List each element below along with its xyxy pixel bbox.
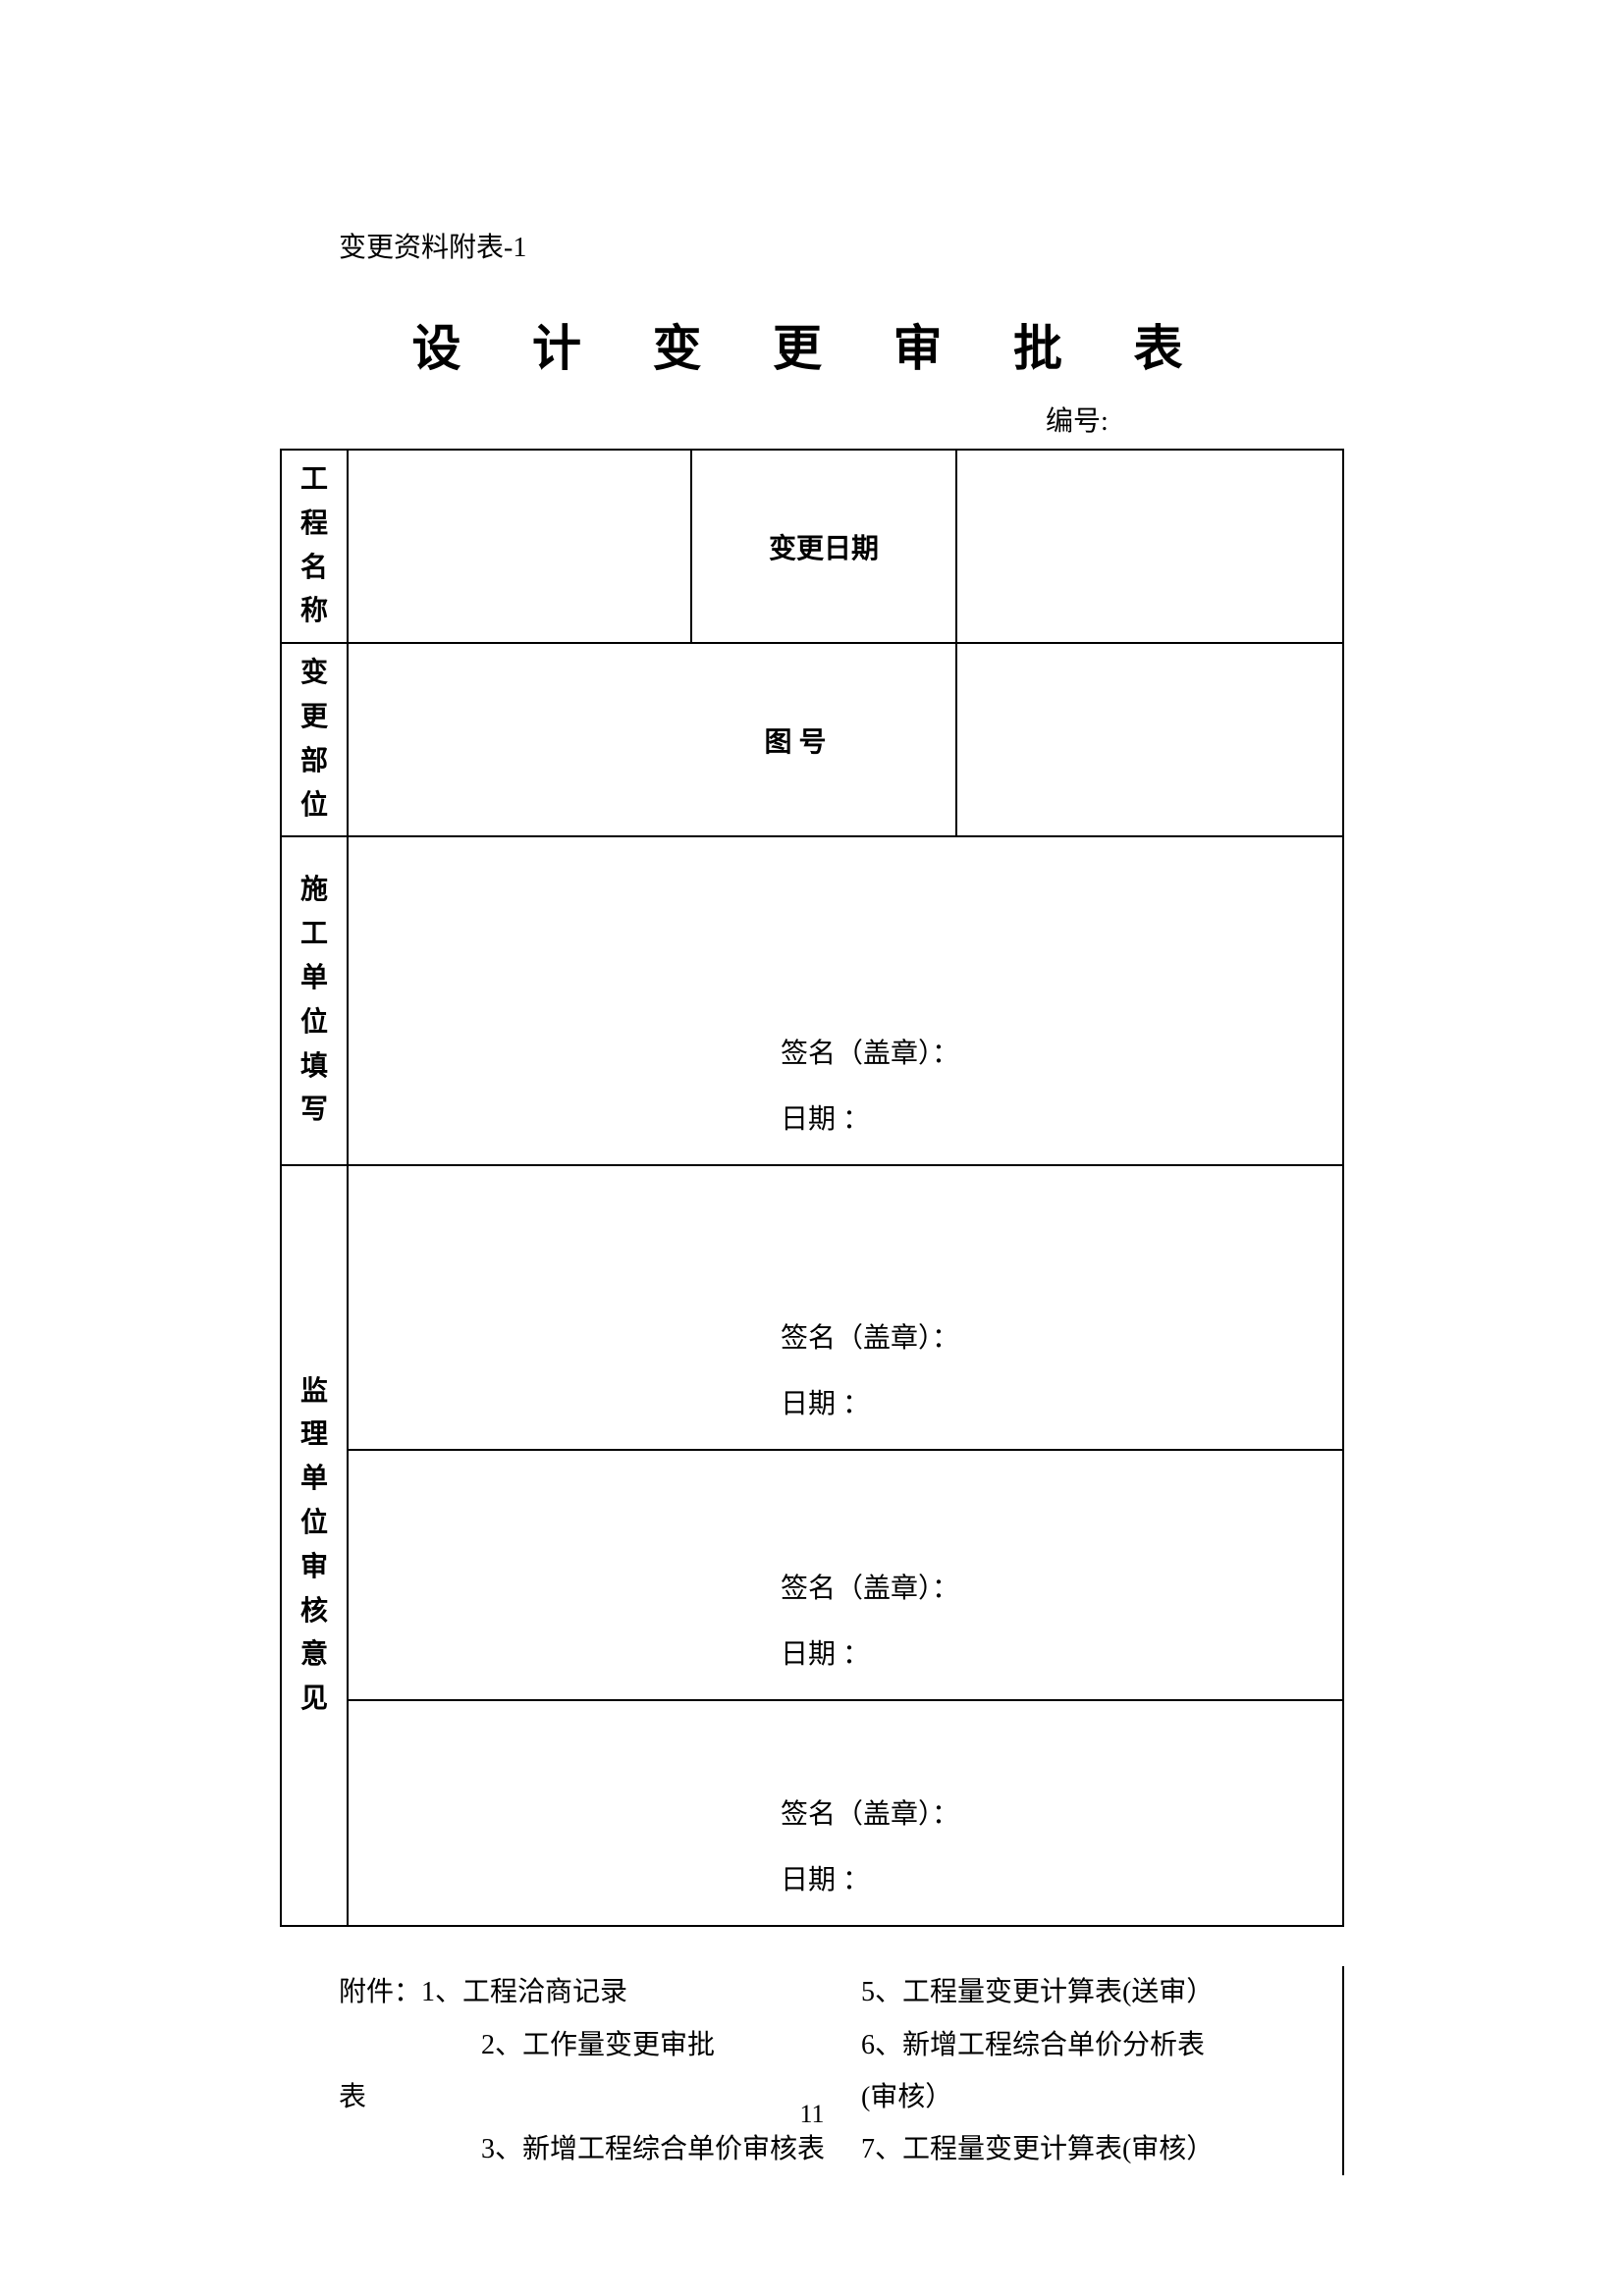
date-label: 日期 ： [781, 1371, 959, 1437]
date-label: 日期 ： [781, 1622, 959, 1687]
serial-label: 编号: [280, 400, 1344, 439]
cell-drawing-number-value [956, 643, 1343, 836]
cell-supervision-block2: 签名（盖章）： 日期 ： [348, 1450, 1343, 1700]
page-number: 11 [0, 2100, 1624, 2129]
label-construction-unit: 施 工 单 位 填 写 [281, 836, 348, 1165]
date-label: 日期 ： [781, 1847, 959, 1913]
header-note: 变更资料附表-1 [280, 226, 1344, 265]
label-change-date: 变更日期 [691, 450, 956, 643]
cell-change-date-value [956, 450, 1343, 643]
signature-label: 签名（盖章）： [781, 1021, 959, 1087]
approval-form-table: 工 程 名 称 变更日期 变 更 部 位 图 号 施 工 单 位 填 写 签名（… [280, 449, 1344, 1927]
label-project-name: 工 程 名 称 [281, 450, 348, 643]
main-title: 设 计 变 更 审 批 表 [280, 309, 1344, 380]
attachments-left-col: 附件：1、工程洽商记录 2、工作量变更审批 表 3、新增工程综合单价审核表 [339, 1966, 861, 2175]
label-supervision-unit: 监 理 单 位 审 核 意 见 [281, 1165, 348, 1926]
signature-label: 签名（盖章）： [781, 1556, 959, 1622]
attachments-right-col: 5、工程量变更计算表(送审） 6、新增工程综合单价分析表 (审核） 7、工程量变… [861, 1966, 1343, 2175]
label-change-part: 变 更 部 位 [281, 643, 348, 836]
label-drawing-number: 图 号 [348, 643, 956, 836]
attachments-section: 附件：1、工程洽商记录 2、工作量变更审批 表 3、新增工程综合单价审核表 5、… [280, 1966, 1344, 2175]
cell-supervision-block3: 签名（盖章）： 日期 ： [348, 1700, 1343, 1926]
date-label: 日期 ： [781, 1087, 959, 1152]
signature-label: 签名（盖章）： [781, 1306, 959, 1371]
cell-project-name-value [348, 450, 691, 643]
signature-label: 签名（盖章）： [781, 1782, 959, 1847]
cell-construction-unit-content: 签名（盖章）： 日期 ： [348, 836, 1343, 1165]
cell-supervision-block1: 签名（盖章）： 日期 ： [348, 1165, 1343, 1450]
